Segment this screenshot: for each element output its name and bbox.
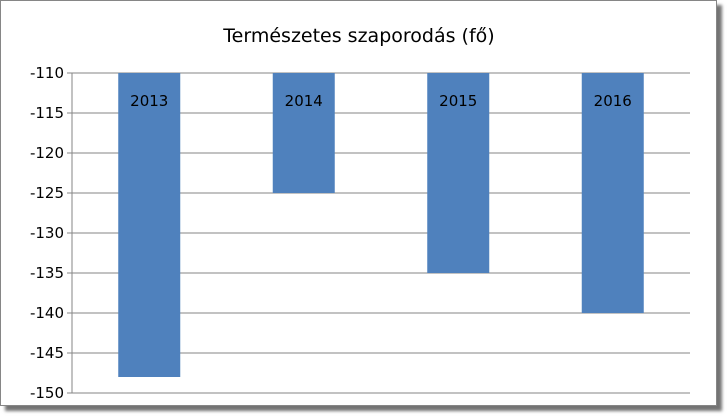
y-tick-label: -150 — [30, 384, 64, 402]
bar-label: 2016 — [594, 92, 632, 110]
y-tick-label: -120 — [30, 144, 64, 162]
bar-2016 — [581, 73, 644, 313]
y-tick-label: -115 — [30, 104, 64, 122]
bar-2015 — [427, 73, 490, 273]
bar-label: 2015 — [439, 92, 477, 110]
bars — [118, 73, 644, 377]
y-tick-label: -130 — [30, 224, 64, 242]
bar-labels: 2013 2014 2015 2016 — [130, 92, 632, 110]
y-tick-label: -135 — [30, 264, 64, 282]
y-tick-label: -140 — [30, 304, 64, 322]
bar-2014 — [272, 73, 335, 193]
y-tick-label: -145 — [30, 344, 64, 362]
bar-label: 2014 — [285, 92, 323, 110]
y-axis: -110 -115 -120 -125 -130 -135 -140 -145 -150 — [30, 64, 73, 402]
y-tick-label: -110 — [30, 64, 64, 82]
y-tick-label: -125 — [30, 184, 64, 202]
bar-2013 — [118, 73, 181, 377]
bar-label: 2013 — [130, 92, 168, 110]
chart-title: Természetes szaporodás (fő) — [222, 25, 494, 47]
